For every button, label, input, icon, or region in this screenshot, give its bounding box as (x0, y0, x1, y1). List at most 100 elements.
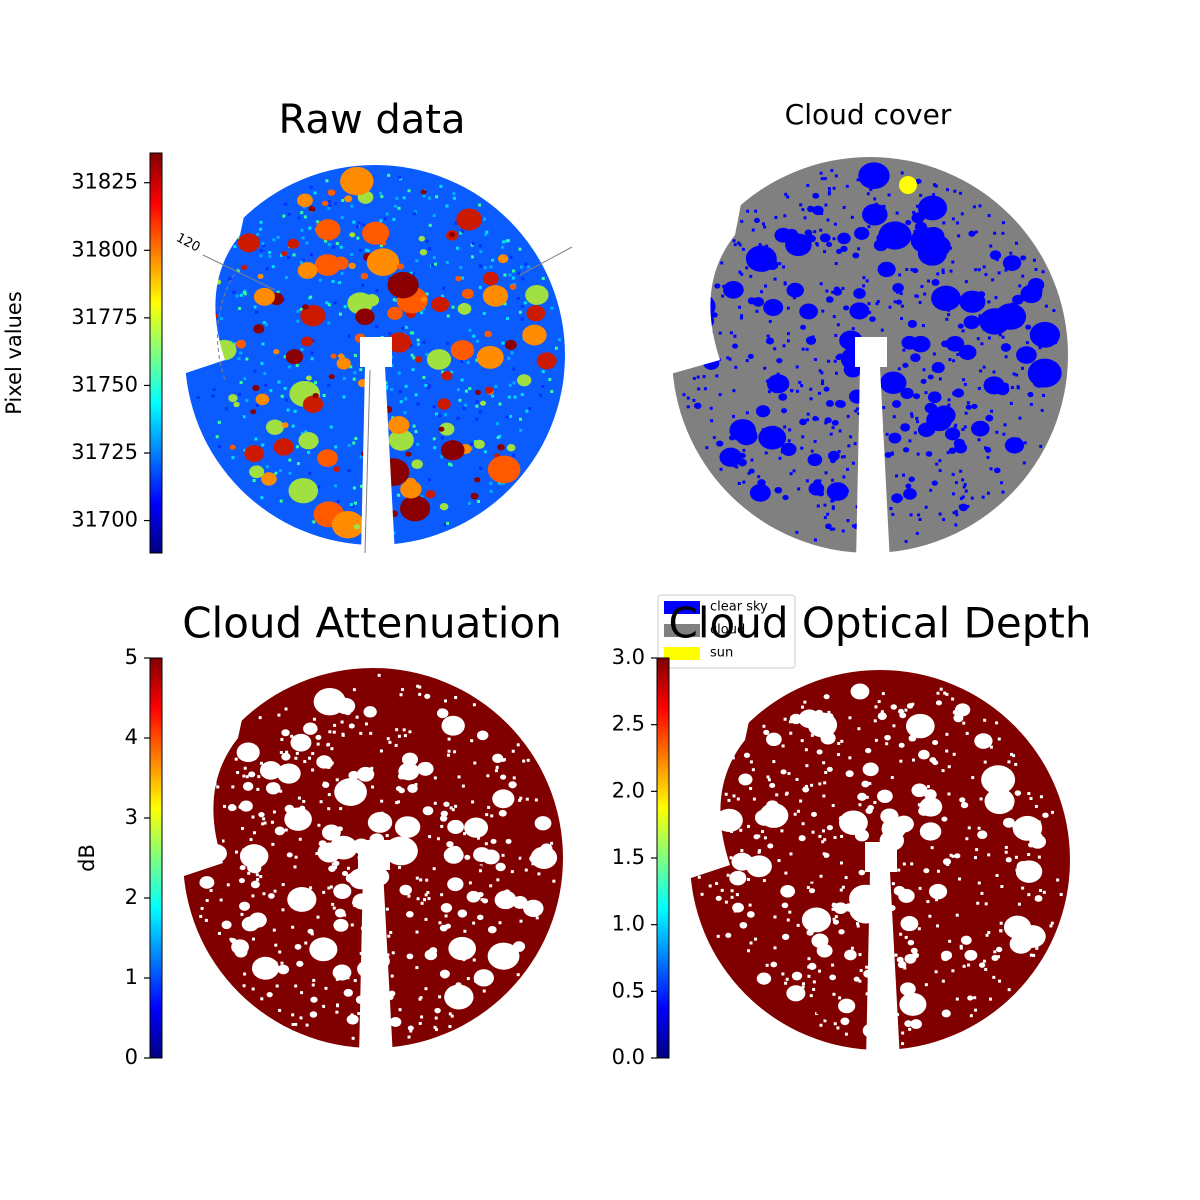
image-noise (1027, 853, 1031, 857)
image-noise (855, 922, 859, 926)
image-noise (325, 301, 329, 305)
image-blob (252, 385, 260, 392)
image-noise (900, 171, 904, 175)
image-noise (766, 334, 770, 338)
image-noise (290, 922, 294, 926)
image-noise (890, 724, 894, 728)
image-noise (877, 700, 881, 704)
image-noise (331, 780, 335, 784)
image-noise (1034, 267, 1038, 271)
image-noise (965, 837, 969, 841)
image-blob (441, 371, 453, 381)
image-noise (921, 324, 925, 328)
image-noise (445, 204, 449, 208)
image-noise (421, 826, 425, 830)
image-blob (492, 753, 504, 763)
image-noise (238, 392, 242, 396)
image-noise (947, 792, 951, 796)
image-noise (1015, 373, 1019, 377)
image-noise (447, 749, 451, 753)
image-blob (786, 282, 804, 298)
image-blob (474, 477, 481, 483)
image-noise (252, 479, 256, 483)
image-noise (279, 469, 283, 473)
image-noise (908, 439, 912, 443)
image-noise (983, 760, 987, 764)
image-blob (965, 404, 972, 410)
image-noise (517, 969, 521, 973)
image-noise (438, 995, 442, 999)
image-blob (845, 770, 854, 778)
image-noise (801, 347, 805, 351)
image-noise (276, 290, 280, 294)
image-noise (239, 351, 243, 355)
image-noise (951, 854, 955, 858)
image-noise (786, 195, 790, 199)
image-noise (294, 785, 298, 789)
image-noise (833, 222, 837, 226)
image-noise (245, 357, 249, 361)
image-blob (1020, 255, 1027, 261)
image-noise (447, 892, 451, 896)
image-noise (287, 256, 291, 260)
image-blob (929, 757, 937, 763)
image-noise (538, 393, 542, 397)
image-noise (249, 838, 253, 842)
image-noise (375, 704, 379, 708)
image-noise (961, 427, 965, 431)
image-blob (229, 444, 236, 450)
legend-label: clear sky (710, 600, 768, 615)
image-noise (264, 383, 268, 387)
image-noise (317, 978, 321, 982)
image-noise (810, 449, 814, 453)
image-noise (417, 342, 421, 346)
image-noise (816, 504, 820, 508)
image-noise (709, 406, 713, 410)
image-noise (1001, 490, 1005, 494)
image-noise (482, 311, 486, 315)
image-blob (322, 200, 329, 207)
image-noise (692, 398, 696, 402)
image-noise (272, 810, 276, 814)
image-noise (999, 929, 1003, 933)
image-blob (890, 704, 897, 710)
image-noise (947, 403, 951, 407)
image-noise (888, 305, 892, 309)
image-noise (451, 305, 455, 309)
image-noise (905, 847, 909, 851)
image-noise (879, 745, 883, 749)
image-noise (511, 866, 515, 870)
image-noise (1004, 909, 1008, 913)
image-noise (735, 893, 739, 897)
image-noise (524, 868, 528, 872)
image-noise (989, 997, 993, 1001)
image-noise (955, 513, 959, 517)
image-noise (255, 873, 259, 877)
image-noise (303, 215, 307, 219)
image-noise (1016, 768, 1020, 772)
image-blob (495, 862, 506, 872)
image-noise (949, 269, 953, 273)
image-blob (928, 883, 948, 900)
image-noise (784, 871, 788, 875)
image-noise (935, 987, 939, 991)
image-blob (954, 853, 961, 859)
image-noise (729, 856, 733, 860)
image-noise (463, 832, 467, 836)
image-noise (890, 776, 894, 780)
image-blob (850, 683, 870, 700)
image-noise (261, 822, 265, 826)
image-noise (473, 761, 477, 765)
image-noise (948, 358, 952, 362)
image-noise (750, 788, 754, 792)
image-noise (431, 973, 435, 977)
image-noise (408, 730, 412, 734)
image-noise (809, 387, 813, 391)
image-blob (714, 283, 721, 289)
image-noise (334, 484, 338, 488)
image-noise (464, 389, 468, 393)
image-noise (468, 328, 472, 332)
image-noise (424, 917, 428, 921)
image-blob (303, 722, 318, 735)
image-blob (233, 401, 240, 408)
